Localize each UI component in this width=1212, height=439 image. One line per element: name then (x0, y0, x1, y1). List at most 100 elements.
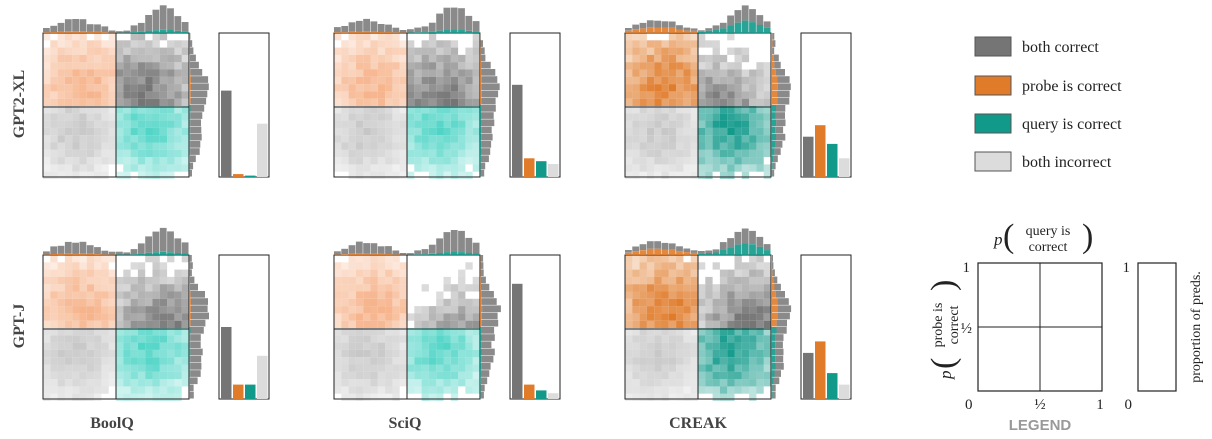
heatmap-cell (130, 379, 138, 387)
right-marginal-bar (774, 61, 781, 69)
heatmap-cell (174, 276, 182, 285)
heatmap-cell (428, 335, 437, 343)
heatmap-cell (705, 91, 713, 99)
top-marginal-bar (698, 251, 705, 254)
heatmap-cell (370, 349, 378, 358)
heatmap-cell (50, 113, 58, 121)
heatmap-cell (137, 157, 146, 165)
heatmap-cell (348, 269, 356, 277)
heatmap-cell (116, 40, 124, 48)
heatmap-cell (625, 357, 633, 365)
heatmap-cell (392, 127, 400, 136)
top-marginal-bar-split (741, 243, 749, 255)
heatmap-cell (421, 328, 429, 336)
heatmap-cell (50, 164, 58, 172)
heatmap-cell (334, 106, 342, 114)
heatmap-cell (181, 371, 189, 380)
top-marginal-bar-split (676, 251, 683, 255)
heatmap-cell (57, 328, 65, 336)
heatmap-cell (101, 91, 109, 99)
heatmap-cell (355, 171, 364, 179)
heatmap-cell (94, 120, 102, 128)
heatmap-cell (334, 33, 342, 41)
heatmap-cell (363, 120, 371, 128)
heatmap-cell (86, 84, 95, 92)
right-marginal-bar-split (771, 133, 776, 141)
right-marginal-bar-split (771, 384, 773, 392)
legend-y-axis-line2: correct (947, 305, 962, 344)
heatmap-cell (632, 284, 640, 292)
heatmap-cell (705, 69, 713, 77)
heatmap-cell (458, 113, 466, 121)
heatmap-cell (355, 298, 364, 307)
heatmap-cell (334, 113, 342, 121)
right-marginal-bar-split (771, 291, 776, 298)
heatmap-cell (392, 171, 400, 179)
top-marginal-bar-split (377, 254, 385, 255)
heatmap-cell (734, 386, 742, 394)
top-marginal-bar-split (370, 31, 378, 33)
heatmap-cell (94, 62, 102, 70)
heatmap-cell (639, 171, 647, 179)
heatmap-cell (428, 142, 437, 150)
heatmap-cell (137, 393, 146, 401)
heatmap-cell (690, 291, 698, 299)
right-marginal-bar-split (189, 305, 191, 313)
heatmap-cell (355, 306, 364, 314)
heatmap-cell (712, 364, 720, 372)
heatmap-cell (116, 142, 124, 150)
heatmap-cell (174, 335, 182, 343)
heatmap-cell (428, 386, 437, 394)
heatmap-cell (145, 255, 153, 263)
heatmap-cell (348, 164, 356, 172)
heatmap-cell (57, 364, 65, 372)
heatmap-cell (355, 291, 364, 299)
heatmap-cell (174, 269, 182, 277)
heatmap-cell (450, 328, 459, 336)
right-marginal-bar (481, 69, 496, 76)
heatmap-cell (348, 62, 356, 70)
heatmap-cell (334, 291, 342, 299)
heatmap-cell (377, 284, 386, 292)
heatmap-cell (334, 127, 342, 136)
heatmap-cell (443, 84, 451, 92)
heatmap-cell (632, 306, 640, 314)
heatmap-cell (654, 306, 662, 314)
heatmap-cell (625, 335, 633, 343)
heatmap-cell (137, 33, 146, 41)
heatmap-cell (668, 306, 677, 314)
heatmap-cell (385, 284, 393, 292)
top-marginal-bar-split (705, 253, 713, 255)
heatmap-cell (181, 164, 189, 172)
right-marginal-bar-split (771, 76, 778, 83)
heatmap-cell (116, 47, 124, 55)
heatmap-cell (712, 142, 720, 150)
heatmap-cell (341, 91, 349, 99)
heatmap-cell (734, 98, 742, 106)
heatmap-cell (137, 47, 146, 55)
heatmap-cell (756, 276, 764, 285)
heatmap-cell (683, 76, 691, 85)
heatmap-cell (741, 164, 750, 172)
heatmap-cell (421, 393, 429, 401)
heatmap-cell (661, 298, 669, 307)
heatmap-cell (436, 127, 444, 136)
heatmap-cell (458, 291, 466, 299)
heatmap-cell (625, 98, 633, 106)
heatmap-cell (458, 164, 466, 172)
heatmap-cell (436, 393, 444, 401)
heatmap-cell (625, 106, 633, 114)
heatmap-cell (94, 284, 102, 292)
heatmap-cell (79, 120, 87, 128)
heatmap-cell (690, 357, 698, 365)
heatmap-cell (363, 255, 371, 263)
heatmap-cell (407, 76, 415, 85)
heatmap-cell (152, 69, 160, 77)
heatmap-cell (450, 106, 459, 114)
heatmap-cell (137, 364, 146, 372)
right-marginal-bar (190, 105, 205, 112)
heatmap-cell (137, 306, 146, 314)
heatmap-cell (181, 62, 189, 70)
heatmap-cell (698, 62, 706, 70)
top-marginal-bar (676, 25, 683, 30)
